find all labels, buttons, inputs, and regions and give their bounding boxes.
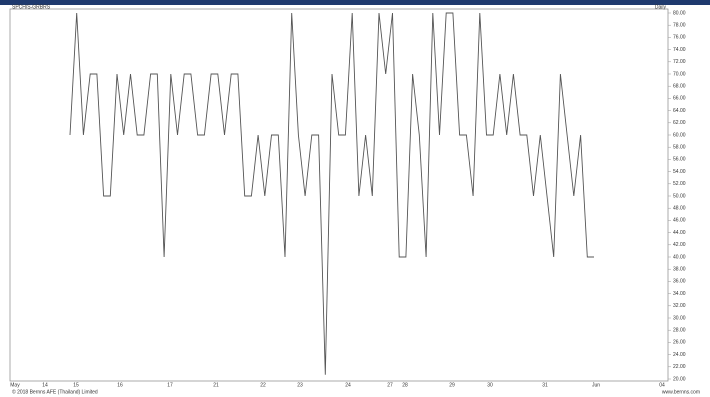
header-left: SPCH/S-GRBRS: [12, 4, 51, 10]
y-tick-label: 50.00: [673, 193, 686, 199]
y-tick-label: 38.00: [673, 267, 686, 273]
y-tick-label: 76.00: [673, 35, 686, 41]
y-tick-label: 22.00: [673, 364, 686, 370]
y-tick-label: 80.00: [673, 10, 686, 16]
y-tick-label: 58.00: [673, 145, 686, 151]
y-tick-label: 28.00: [673, 328, 686, 334]
x-tick-label: 24: [345, 382, 351, 388]
y-tick-label: 78.00: [673, 23, 686, 29]
x-tick-label: May: [10, 382, 20, 388]
x-tick-label: 29: [449, 382, 455, 388]
y-tick-label: 34.00: [673, 291, 686, 297]
y-tick-label: 66.00: [673, 96, 686, 102]
y-tick-label: 56.00: [673, 157, 686, 163]
x-tick-label: 22: [260, 382, 266, 388]
y-tick-label: 74.00: [673, 47, 686, 53]
y-tick-label: 20.00: [673, 376, 686, 382]
x-tick-label: 31: [542, 382, 548, 388]
y-tick-label: 30.00: [673, 315, 686, 321]
y-tick-label: 44.00: [673, 230, 686, 236]
y-tick-label: 40.00: [673, 254, 686, 260]
x-tick-label: 21: [213, 382, 219, 388]
y-tick-label: 26.00: [673, 340, 686, 346]
x-tick-label: 17: [167, 382, 173, 388]
plot-frame: [9, 8, 669, 382]
y-tick-label: 64.00: [673, 108, 686, 114]
y-tick-label: 48.00: [673, 206, 686, 212]
x-tick-label: 27: [387, 382, 393, 388]
x-tick-label: 14: [42, 382, 48, 388]
y-tick-label: 60.00: [673, 132, 686, 138]
x-tick-label: 15: [73, 382, 79, 388]
y-tick-label: 42.00: [673, 242, 686, 248]
x-tick-label: 04: [659, 382, 665, 388]
y-tick-label: 46.00: [673, 218, 686, 224]
top-bar: [0, 0, 710, 5]
y-tick-label: 72.00: [673, 59, 686, 65]
y-tick-label: 54.00: [673, 169, 686, 175]
y-tick-label: 62.00: [673, 120, 686, 126]
footer-left: © 2018 Bernns AFE (Thailand) Limited: [12, 388, 98, 395]
y-tick-label: 68.00: [673, 84, 686, 90]
y-tick-label: 70.00: [673, 71, 686, 77]
x-tick-label: 28: [402, 382, 408, 388]
y-tick-label: 52.00: [673, 181, 686, 187]
x-tick-label: 30: [487, 382, 493, 388]
footer-right: www.bernns.com: [662, 389, 700, 395]
price-line: [69, 12, 594, 375]
y-tick-label: 32.00: [673, 303, 686, 309]
y-tick-label: 24.00: [673, 352, 686, 358]
x-tick-label: Jun: [592, 382, 600, 388]
x-tick-label: 23: [297, 382, 303, 388]
x-tick-label: 16: [117, 382, 123, 388]
y-tick-label: 36.00: [673, 279, 686, 285]
header-right: Daily: [655, 4, 667, 10]
